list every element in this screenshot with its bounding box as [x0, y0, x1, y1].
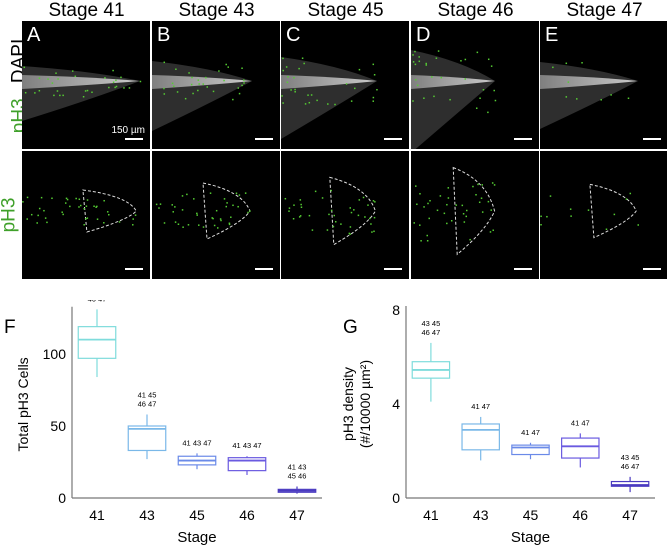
x-tick-label: 43 — [139, 507, 155, 523]
y-axis-label: pH3 density — [340, 367, 356, 441]
panel-letter-F: F — [4, 317, 16, 338]
panel-letter: A — [27, 24, 41, 46]
significance-label: 46 47 — [88, 300, 107, 303]
scale-bar — [384, 138, 402, 140]
y-tick-label: 8 — [392, 302, 400, 318]
x-tick-label: 43 — [473, 507, 489, 523]
stage-title: Stage 46 — [437, 0, 514, 21]
significance-label: 46 47 — [138, 399, 157, 408]
significance-label: 41 45 — [138, 390, 157, 399]
ph3-dapi-image: C — [281, 21, 409, 149]
significance-label: 41 43 47 — [182, 438, 211, 447]
ph3-image — [152, 151, 280, 279]
box — [127, 425, 167, 452]
ph3-image — [281, 151, 409, 279]
box — [610, 480, 650, 487]
x-tick-label: 46 — [239, 507, 255, 523]
ph3-dapi-image: D — [411, 21, 539, 149]
x-tick-label: 46 — [573, 507, 589, 523]
significance-label: 43 45 — [422, 319, 441, 328]
y-tick-label: 100 — [43, 346, 67, 362]
scale-bar — [255, 268, 273, 270]
ph3-dapi-image: E — [540, 21, 667, 149]
scale-bar — [125, 268, 143, 270]
panel-letter: E — [545, 24, 559, 46]
box — [227, 457, 267, 472]
box — [77, 326, 117, 359]
significance-label: 41 47 — [471, 402, 490, 411]
stage-title: Stage 45 — [307, 0, 384, 21]
x-axis-label: Stage — [511, 529, 550, 546]
panel-letter: C — [286, 24, 301, 46]
stage-title: Stage 47 — [566, 0, 643, 21]
ph3-image — [22, 151, 150, 279]
y-axis-label: Total pH3 Cells — [15, 357, 31, 451]
significance-label: 46 47 — [422, 328, 441, 337]
scale-bar — [643, 268, 661, 270]
ph3-image — [411, 151, 539, 279]
x-tick-label: 45 — [189, 507, 205, 523]
scale-bar — [125, 138, 143, 140]
x-tick-label: 47 — [622, 507, 638, 523]
x-axis-label: Stage — [177, 529, 216, 546]
x-tick-label: 45 — [523, 507, 539, 523]
ph3-image — [540, 151, 667, 279]
scale-bar — [514, 268, 532, 270]
y-tick-label: 50 — [50, 418, 66, 434]
significance-label: 41 43 47 — [232, 441, 261, 450]
significance-label: 45 46 — [288, 471, 307, 480]
stage-title: Stage 41 — [48, 0, 125, 21]
significance-label: 41 47 — [521, 428, 540, 437]
scale-bar — [384, 268, 402, 270]
significance-label: 43 45 — [621, 453, 640, 462]
y-tick-label: 0 — [392, 490, 400, 506]
y-tick-label: 4 — [392, 396, 400, 412]
ph3-dapi-image: A 150 µm — [22, 21, 150, 149]
panel-letter-G: G — [343, 317, 358, 338]
ph3-dapi-image: B — [152, 21, 280, 149]
scale-bar — [643, 138, 661, 140]
box — [511, 444, 550, 456]
panel-letter: B — [157, 24, 171, 46]
stage-title: Stage 43 — [178, 0, 255, 21]
y-tick-label: 0 — [58, 490, 66, 506]
significance-label: 41 43 — [288, 462, 307, 471]
significance-label: 41 47 — [571, 418, 590, 427]
x-tick-label: 47 — [289, 507, 305, 523]
row-label-pH3: pH3 — [0, 197, 20, 233]
x-tick-label: 41 — [89, 507, 105, 523]
y-axis-unit: (#/10000 µm²) — [357, 360, 373, 448]
scale-bar — [255, 138, 273, 140]
scale-bar — [514, 138, 532, 140]
x-tick-label: 41 — [423, 507, 439, 523]
significance-label: 46 47 — [621, 462, 640, 471]
panel-letter: D — [416, 24, 431, 46]
scale-bar-label: 150 µm — [111, 125, 145, 136]
box — [461, 423, 500, 451]
box — [561, 437, 600, 459]
